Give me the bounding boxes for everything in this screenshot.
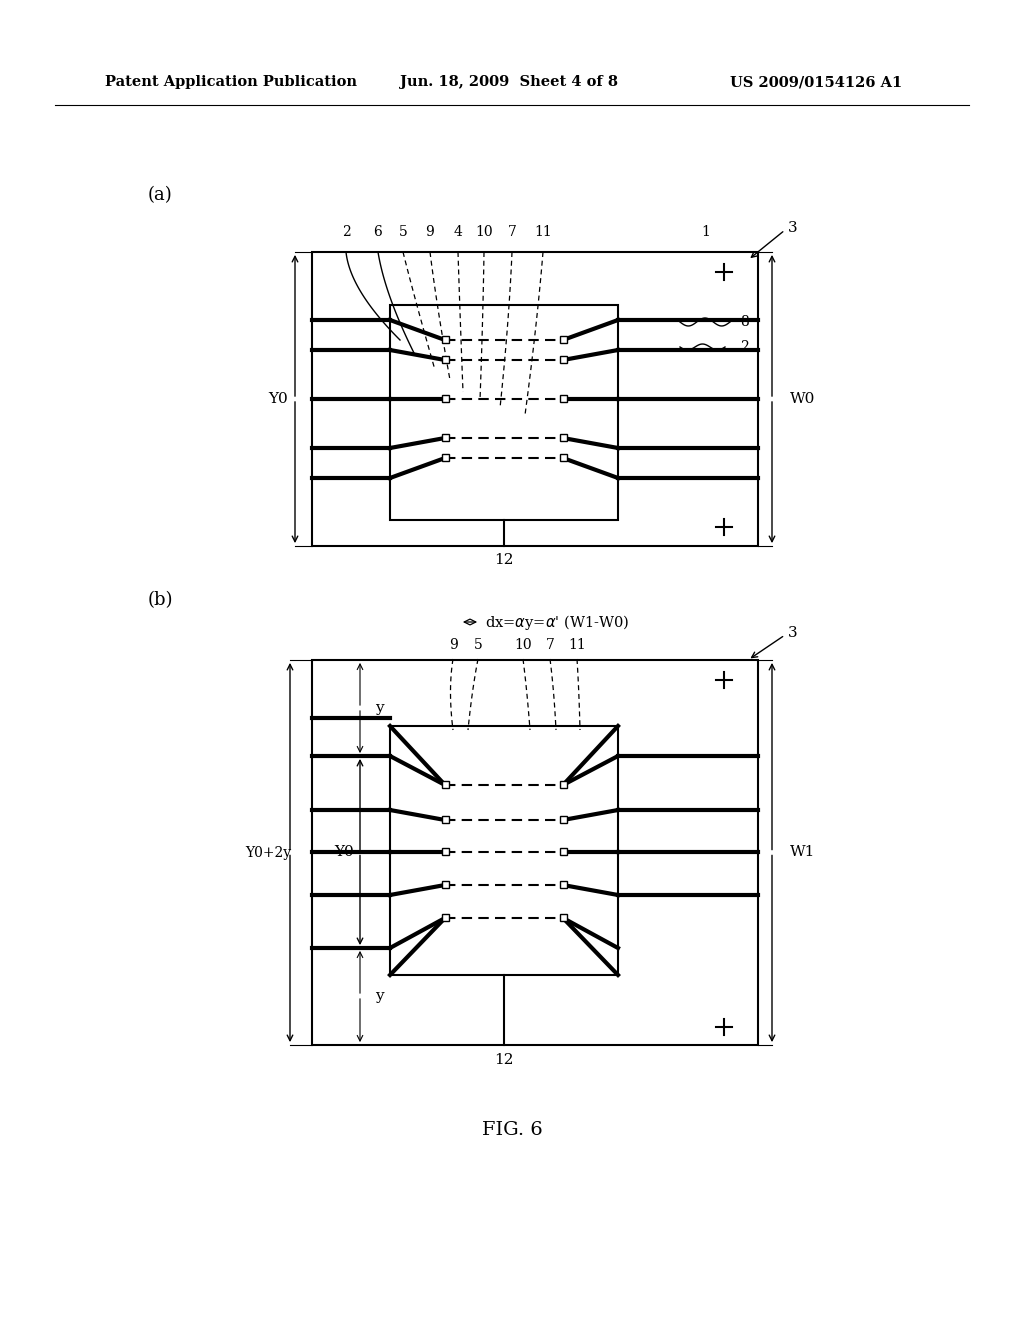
- Bar: [442, 880, 449, 888]
- Text: US 2009/0154126 A1: US 2009/0154126 A1: [730, 75, 902, 88]
- Text: FIG. 6: FIG. 6: [481, 1121, 543, 1139]
- Bar: [390, 726, 618, 975]
- Text: Jun. 18, 2009  Sheet 4 of 8: Jun. 18, 2009 Sheet 4 of 8: [400, 75, 618, 88]
- Text: 10: 10: [475, 224, 493, 239]
- Text: 9: 9: [426, 224, 434, 239]
- Text: 3: 3: [788, 220, 798, 235]
- Text: 7: 7: [508, 224, 516, 239]
- Text: 8: 8: [740, 315, 749, 329]
- Bar: [560, 880, 567, 888]
- Text: (b): (b): [148, 591, 173, 609]
- Bar: [442, 913, 449, 921]
- Bar: [442, 781, 449, 788]
- Text: 1: 1: [701, 224, 711, 239]
- Text: 2: 2: [740, 341, 749, 354]
- Bar: [560, 913, 567, 921]
- Text: y: y: [375, 701, 384, 715]
- Text: Y0: Y0: [268, 392, 288, 407]
- Bar: [442, 395, 449, 403]
- Bar: [442, 356, 449, 363]
- Text: 4: 4: [454, 224, 463, 239]
- Text: 5: 5: [474, 638, 482, 652]
- Bar: [560, 356, 567, 363]
- Bar: [560, 434, 567, 441]
- Bar: [312, 660, 758, 1045]
- Text: (a): (a): [148, 186, 173, 205]
- Bar: [442, 454, 449, 461]
- Text: 10: 10: [514, 638, 531, 652]
- Text: y: y: [375, 989, 384, 1003]
- Text: dx=$\alpha$y=$\alpha$' (W1-W0): dx=$\alpha$y=$\alpha$' (W1-W0): [485, 612, 630, 631]
- Bar: [442, 816, 449, 822]
- Bar: [560, 816, 567, 822]
- Bar: [560, 337, 567, 343]
- Bar: [442, 337, 449, 343]
- Bar: [312, 252, 758, 546]
- Bar: [442, 847, 449, 855]
- Text: 7: 7: [546, 638, 554, 652]
- Text: 12: 12: [495, 1053, 514, 1067]
- Bar: [560, 781, 567, 788]
- Bar: [560, 847, 567, 855]
- Text: 11: 11: [535, 224, 552, 239]
- Bar: [442, 434, 449, 441]
- Text: 9: 9: [449, 638, 458, 652]
- Text: W1: W1: [790, 846, 815, 859]
- Text: 5: 5: [398, 224, 408, 239]
- Text: 11: 11: [568, 638, 586, 652]
- Text: Patent Application Publication: Patent Application Publication: [105, 75, 357, 88]
- Text: W0: W0: [790, 392, 815, 407]
- Text: 12: 12: [495, 553, 514, 568]
- Text: Y0+2y: Y0+2y: [245, 846, 291, 859]
- Text: 6: 6: [374, 224, 382, 239]
- Bar: [560, 454, 567, 461]
- Bar: [560, 395, 567, 403]
- Text: 2: 2: [342, 224, 350, 239]
- Bar: [390, 305, 618, 520]
- Text: 3: 3: [788, 626, 798, 640]
- Text: Y0: Y0: [334, 846, 354, 859]
